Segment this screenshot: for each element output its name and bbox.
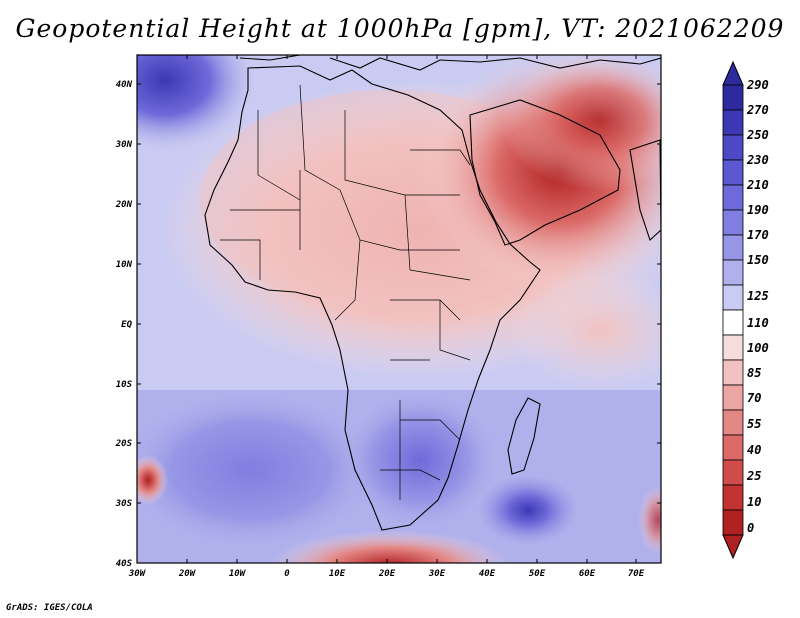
colorbar-swatch: [722, 459, 744, 486]
lon-label: 0: [284, 569, 290, 579]
madagascar-outline: [507, 397, 541, 475]
colorbar-swatch: [722, 409, 744, 436]
colorbar-swatch: [722, 209, 744, 236]
colorbar-swatches: [722, 84, 744, 536]
colorbar-swatch: [722, 284, 744, 311]
colorbar-label: 190: [747, 203, 769, 217]
colorbar-min-arrow: [722, 534, 744, 560]
colorbar-max-arrow: [722, 60, 744, 86]
lon-label: 30E: [428, 569, 446, 579]
lat-label: 30S: [115, 499, 133, 509]
colorbar-swatch: [722, 84, 744, 111]
longitude-ticks: [186, 55, 637, 563]
lat-label: 40S: [116, 559, 133, 569]
colorbar-label: 170: [747, 228, 769, 242]
colorbar-label: 230: [746, 153, 769, 167]
lat-label: 20S: [115, 439, 133, 449]
country-borders: [220, 84, 471, 500]
arabia-outline: [469, 99, 621, 246]
colorbar-swatch: [722, 109, 744, 136]
lon-label: 20E: [378, 569, 396, 579]
colorbar-swatch: [722, 309, 744, 336]
coastlines: [204, 55, 661, 531]
africa-coastline: [204, 65, 541, 531]
colorbar-swatch: [722, 259, 744, 286]
lat-label: 10N: [116, 260, 133, 270]
colorbar-label: 250: [746, 128, 769, 142]
plot-title: Geopotential Height at 1000hPa [gpm], VT…: [15, 14, 785, 43]
colorbar-label: 85: [747, 366, 761, 380]
colorbar-label: 25: [746, 469, 761, 483]
latitude-ticks: [137, 83, 661, 504]
lon-label: 10W: [229, 569, 247, 579]
lon-label: 30W: [128, 569, 147, 579]
india-outline: [629, 139, 661, 241]
lat-label: EQ: [121, 320, 132, 330]
height-field: [137, 55, 661, 563]
lat-label: 40N: [116, 80, 133, 90]
colorbar-swatch: [722, 509, 744, 536]
colorbar-swatch: [722, 359, 744, 386]
colorbar-swatch: [722, 159, 744, 186]
colorbar-label: 10: [747, 495, 761, 509]
lon-label: 70E: [628, 569, 645, 579]
colorbar-swatch: [722, 334, 744, 361]
lon-label: 40E: [479, 569, 496, 579]
lat-label: 20N: [115, 200, 133, 210]
colorbar: 290 270 250 230 210 190 170 150 125 110 …: [722, 60, 769, 560]
lat-label: 30N: [115, 140, 133, 150]
colorbar-label: 290: [746, 78, 769, 92]
colorbar-swatch: [722, 384, 744, 411]
lon-label: 10E: [329, 569, 346, 579]
colorbar-label: 100: [747, 341, 769, 355]
lon-label: 60E: [579, 569, 596, 579]
colorbar-swatch: [722, 184, 744, 211]
colorbar-label: 0: [747, 521, 754, 535]
colorbar-swatch: [722, 234, 744, 261]
lat-label: 10S: [116, 380, 133, 390]
map-frame: [136, 54, 662, 564]
latitude-labels: 40N 30N 20N 10N EQ 10S 20S 30S 40S: [115, 80, 133, 569]
europe-coast: [239, 55, 661, 71]
colorbar-label: 150: [747, 253, 769, 267]
colorbar-label: 55: [747, 417, 761, 431]
lon-label: 50E: [529, 569, 546, 579]
colorbar-labels: 290 270 250 230 210 190 170 150 125 110 …: [746, 78, 769, 535]
colorbar-label: 210: [746, 178, 769, 192]
credit-text: GrADS: IGES/COLA: [6, 603, 93, 613]
colorbar-label: 40: [747, 443, 761, 457]
colorbar-label: 110: [747, 316, 769, 330]
colorbar-label: 70: [747, 391, 761, 405]
colorbar-swatch: [722, 484, 744, 511]
longitude-labels: 30W 20W 10W 0 10E 20E 30E 40E 50E 60E 70…: [128, 569, 645, 579]
colorbar-swatch: [722, 134, 744, 161]
colorbar-swatch: [722, 434, 744, 461]
colorbar-label: 125: [747, 289, 769, 303]
colorbar-label: 270: [746, 103, 769, 117]
lon-label: 20W: [178, 569, 197, 579]
